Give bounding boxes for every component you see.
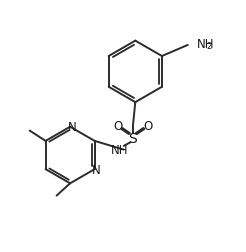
Text: O: O	[143, 120, 153, 133]
Text: S: S	[128, 131, 137, 145]
Text: NH: NH	[110, 144, 128, 156]
Text: O: O	[113, 120, 122, 133]
Text: NH: NH	[197, 38, 215, 51]
Text: N: N	[67, 121, 76, 134]
Text: 2: 2	[206, 42, 212, 51]
Text: N: N	[92, 163, 101, 176]
